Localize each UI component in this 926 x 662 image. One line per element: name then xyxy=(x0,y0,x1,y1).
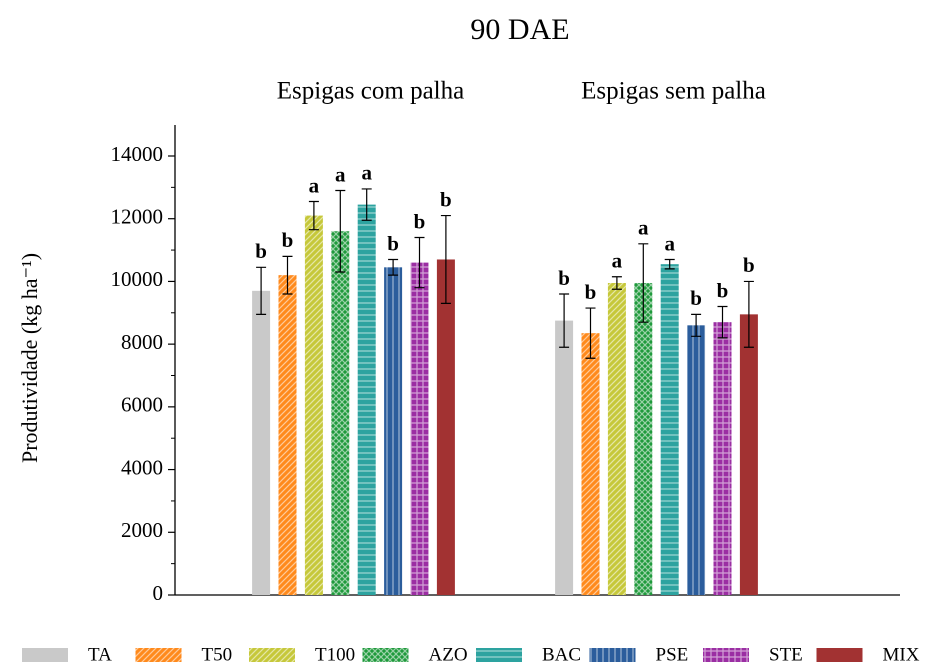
legend-swatch xyxy=(135,648,182,662)
significance-label: b xyxy=(414,209,426,233)
error-bar xyxy=(282,255,293,295)
significance-label: a xyxy=(309,173,320,197)
error-bar xyxy=(414,236,425,289)
y-tick-label: 2000 xyxy=(121,518,163,542)
error-bar xyxy=(440,214,451,304)
legend-label: STE xyxy=(769,644,803,662)
category-label: Espigas com palha xyxy=(277,78,464,105)
category-label: Espigas sem palha xyxy=(581,78,766,105)
significance-label: b xyxy=(255,239,267,263)
significance-label: b xyxy=(558,266,570,290)
significance-label: a xyxy=(664,231,675,255)
bar xyxy=(304,215,323,596)
error-bar xyxy=(585,307,596,359)
bar xyxy=(581,333,600,595)
significance-label: b xyxy=(585,280,597,304)
bar xyxy=(278,275,297,595)
significance-label: b xyxy=(440,187,452,211)
legend-swatch xyxy=(476,648,522,662)
chart-title: 90 DAE xyxy=(470,13,569,46)
legend-label: PSE xyxy=(656,644,689,662)
error-bar xyxy=(717,305,728,339)
legend-label: BAC xyxy=(542,644,581,662)
y-tick-label: 10000 xyxy=(111,267,164,291)
significance-label: b xyxy=(282,228,294,252)
bar xyxy=(713,322,732,595)
error-bar xyxy=(335,189,346,273)
y-axis-label: Produtividade (kg ha⁻¹) xyxy=(17,253,42,463)
y-tick-label: 12000 xyxy=(111,205,164,229)
error-bar xyxy=(388,258,399,276)
legend-label: AZO xyxy=(429,644,468,662)
bar xyxy=(384,267,403,595)
legend-swatch xyxy=(816,648,863,662)
bar xyxy=(555,320,574,595)
bar xyxy=(660,264,679,595)
error-bar xyxy=(743,280,754,348)
significance-label: a xyxy=(361,161,372,185)
error-bar xyxy=(559,293,570,348)
legend-swatch xyxy=(22,648,68,662)
significance-label: a xyxy=(612,249,623,273)
significance-label: b xyxy=(717,278,729,302)
error-bar xyxy=(691,313,702,337)
legend-swatch xyxy=(249,648,295,662)
y-tick-label: 6000 xyxy=(121,393,163,417)
bar xyxy=(634,282,653,595)
legend-label: T50 xyxy=(202,644,233,662)
y-tick-label: 14000 xyxy=(111,142,164,166)
significance-label: b xyxy=(743,253,755,277)
legend-label: MIX xyxy=(883,644,920,662)
bar xyxy=(357,204,376,595)
bar xyxy=(331,231,350,595)
significance-label: b xyxy=(387,231,399,255)
significance-label: b xyxy=(690,286,702,310)
legend-label: TA xyxy=(88,644,112,662)
y-tick-label: 8000 xyxy=(121,330,163,354)
error-bar xyxy=(638,243,649,323)
bar xyxy=(252,290,271,595)
error-bar xyxy=(308,200,319,231)
error-bar xyxy=(611,276,622,290)
legend-swatch xyxy=(703,648,749,662)
error-bar xyxy=(256,266,267,315)
bar xyxy=(739,314,758,595)
y-tick-label: 0 xyxy=(153,581,164,605)
legend-swatch xyxy=(362,648,409,662)
error-bar xyxy=(361,188,372,221)
bar xyxy=(687,325,706,595)
legend-label: T100 xyxy=(315,644,355,662)
bar xyxy=(410,262,429,595)
y-tick-label: 4000 xyxy=(121,455,163,479)
bar xyxy=(436,259,455,595)
significance-label: a xyxy=(335,162,346,186)
error-bar xyxy=(664,258,675,270)
significance-label: a xyxy=(638,216,649,240)
bar xyxy=(607,282,626,595)
legend-swatch xyxy=(589,648,636,662)
